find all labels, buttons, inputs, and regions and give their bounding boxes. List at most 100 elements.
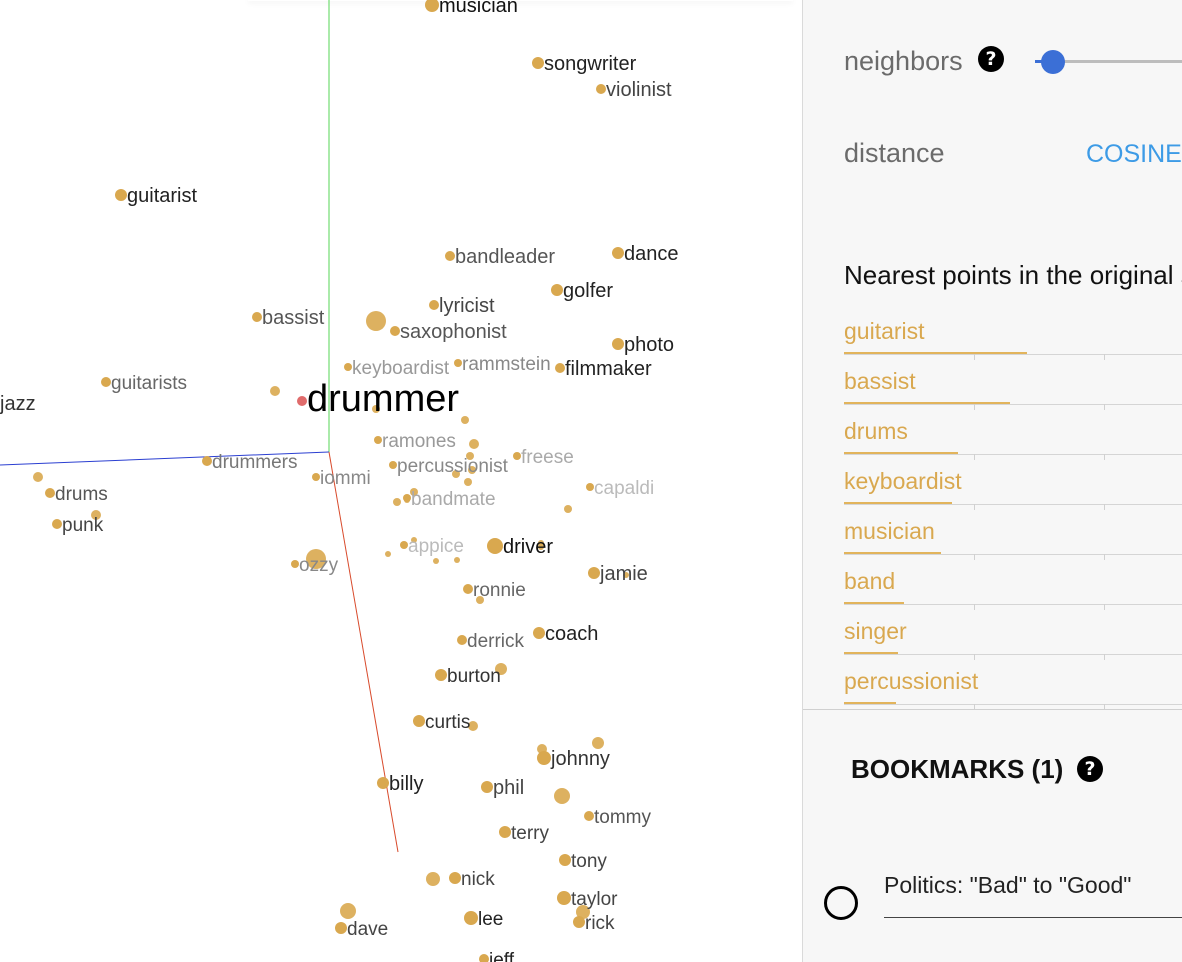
point-label-filmmaker[interactable]: filmmaker bbox=[565, 358, 652, 380]
point-dot-keyboardist[interactable] bbox=[344, 363, 352, 371]
point-dot[interactable] bbox=[270, 386, 280, 396]
point-dot[interactable] bbox=[306, 549, 326, 569]
point-dot-tony[interactable] bbox=[559, 854, 571, 866]
point-dot-capaldi[interactable] bbox=[586, 483, 594, 491]
selected-point-label[interactable]: drummer bbox=[307, 378, 459, 420]
point-label-lyricist[interactable]: lyricist bbox=[439, 295, 495, 317]
point-label-musician[interactable]: musician bbox=[439, 0, 518, 17]
point-label-phil[interactable]: phil bbox=[493, 777, 524, 799]
point-dot[interactable] bbox=[468, 721, 478, 731]
point-dot[interactable] bbox=[592, 737, 604, 749]
nearest-point-item[interactable]: drums bbox=[844, 418, 1182, 468]
point-dot-bandmate[interactable] bbox=[403, 494, 411, 502]
point-label-rick[interactable]: rick bbox=[585, 913, 615, 934]
point-dot[interactable] bbox=[476, 596, 484, 604]
point-dot-jamie[interactable] bbox=[588, 567, 600, 579]
nearest-point-label[interactable]: band bbox=[844, 568, 896, 594]
point-dot-bandleader[interactable] bbox=[445, 251, 455, 261]
point-label-curtis[interactable]: curtis bbox=[425, 712, 470, 733]
distance-cosine-button[interactable]: COSINE bbox=[1086, 140, 1182, 168]
point-dot-ozzy[interactable] bbox=[291, 560, 299, 568]
point-dot[interactable] bbox=[464, 478, 472, 486]
point-dot-drummers[interactable] bbox=[202, 456, 212, 466]
point-label-violinist[interactable]: violinist bbox=[606, 79, 672, 101]
point-label-guitarists[interactable]: guitarists bbox=[111, 373, 187, 394]
point-label-drums[interactable]: drums bbox=[55, 484, 108, 505]
point-label-jeff[interactable]: jeff bbox=[488, 950, 515, 962]
point-dot[interactable] bbox=[91, 510, 101, 520]
point-dot-bassist[interactable] bbox=[252, 312, 262, 322]
point-label-saxophonist[interactable]: saxophonist bbox=[400, 321, 507, 343]
point-dot-drums[interactable] bbox=[45, 488, 55, 498]
point-label-burton[interactable]: burton bbox=[447, 666, 501, 687]
point-dot-songwriter[interactable] bbox=[532, 57, 544, 69]
point-dot[interactable] bbox=[495, 663, 507, 675]
point-dot-violinist[interactable] bbox=[596, 84, 606, 94]
point-dot-appice[interactable] bbox=[400, 541, 408, 549]
point-label-jamie[interactable]: jamie bbox=[599, 563, 648, 585]
nearest-point-item[interactable]: musician bbox=[844, 518, 1182, 568]
point-label-dave[interactable]: dave bbox=[347, 919, 388, 940]
point-dot[interactable] bbox=[426, 872, 440, 886]
point-dot-driver[interactable] bbox=[487, 538, 503, 554]
point-label-rammstein[interactable]: rammstein bbox=[462, 354, 551, 375]
point-dot-ramones[interactable] bbox=[374, 436, 382, 444]
point-dot[interactable] bbox=[564, 505, 572, 513]
point-dot[interactable] bbox=[454, 557, 460, 563]
point-dot-johnny[interactable] bbox=[537, 751, 551, 765]
point-dot-terry[interactable] bbox=[499, 826, 511, 838]
point-dot[interactable] bbox=[411, 537, 417, 543]
point-dot[interactable] bbox=[554, 788, 570, 804]
neighbors-slider-thumb[interactable] bbox=[1041, 50, 1065, 74]
nearest-point-label[interactable]: guitarist bbox=[844, 318, 925, 344]
point-dot-guitarist[interactable] bbox=[115, 189, 127, 201]
point-label-tony[interactable]: tony bbox=[571, 851, 607, 872]
point-dot-lee[interactable] bbox=[464, 911, 478, 925]
point-label-bandleader[interactable]: bandleader bbox=[455, 246, 555, 268]
point-label-keyboardist[interactable]: keyboardist bbox=[352, 358, 450, 379]
point-dot[interactable] bbox=[623, 572, 629, 578]
bookmarks-help-icon[interactable]: ? bbox=[1077, 756, 1103, 782]
point-dot[interactable] bbox=[538, 544, 544, 550]
point-dot-curtis[interactable] bbox=[413, 715, 425, 727]
nearest-point-label[interactable]: drums bbox=[844, 418, 908, 444]
point-dot-tommy[interactable] bbox=[584, 811, 594, 821]
nearest-point-item[interactable]: keyboardist bbox=[844, 468, 1182, 518]
point-dot-billy[interactable] bbox=[377, 777, 389, 789]
point-dot-guitarists[interactable] bbox=[101, 377, 111, 387]
nearest-point-label[interactable]: percussionist bbox=[844, 668, 979, 694]
point-label-johnny[interactable]: johnny bbox=[550, 748, 610, 770]
nearest-point-item[interactable]: percussionist bbox=[844, 668, 1182, 718]
point-dot-percussionist[interactable] bbox=[389, 461, 397, 469]
point-label-billy[interactable]: billy bbox=[389, 773, 423, 795]
point-label-nick[interactable]: nick bbox=[461, 869, 495, 890]
labeled-points[interactable]: musician songwriter violinist guitarist band… bbox=[0, 0, 679, 962]
point-label-tommy[interactable]: tommy bbox=[594, 807, 652, 828]
point-dot-taylor[interactable] bbox=[557, 891, 571, 905]
point-label-freese[interactable]: freese bbox=[521, 447, 574, 468]
bookmark-radio-button[interactable] bbox=[824, 886, 858, 920]
point-dot[interactable] bbox=[372, 405, 380, 413]
nearest-point-item[interactable]: bassist bbox=[844, 368, 1182, 418]
point-dot-derrick[interactable] bbox=[457, 635, 467, 645]
point-label-bandmate[interactable]: bandmate bbox=[411, 489, 496, 510]
point-label-golfer[interactable]: golfer bbox=[563, 280, 613, 302]
point-label-songwriter[interactable]: songwriter bbox=[544, 53, 637, 75]
point-label-taylor[interactable]: taylor bbox=[571, 889, 618, 910]
point-label-punk[interactable]: punk bbox=[62, 515, 104, 536]
point-dot-dance[interactable] bbox=[612, 247, 624, 259]
point-label-iommi[interactable]: iommi bbox=[320, 468, 371, 489]
point-label-drummers[interactable]: drummers bbox=[212, 452, 298, 473]
neighbors-help-icon[interactable]: ? bbox=[978, 46, 1004, 72]
point-label-dance[interactable]: dance bbox=[624, 243, 679, 265]
neighbors-slider-track[interactable] bbox=[1035, 60, 1182, 63]
point-dot[interactable] bbox=[468, 466, 476, 474]
point-dot-rammstein[interactable] bbox=[454, 359, 462, 367]
point-label-guitarist[interactable]: guitarist bbox=[127, 185, 197, 207]
point-label-ramones[interactable]: ramones bbox=[382, 431, 456, 452]
point-dot-jeff[interactable] bbox=[479, 954, 489, 962]
point-dot-golfer[interactable] bbox=[551, 284, 563, 296]
nearest-point-label[interactable]: keyboardist bbox=[844, 468, 962, 494]
nearest-point-item[interactable]: band bbox=[844, 568, 1182, 618]
point-label-photo[interactable]: photo bbox=[624, 334, 674, 356]
